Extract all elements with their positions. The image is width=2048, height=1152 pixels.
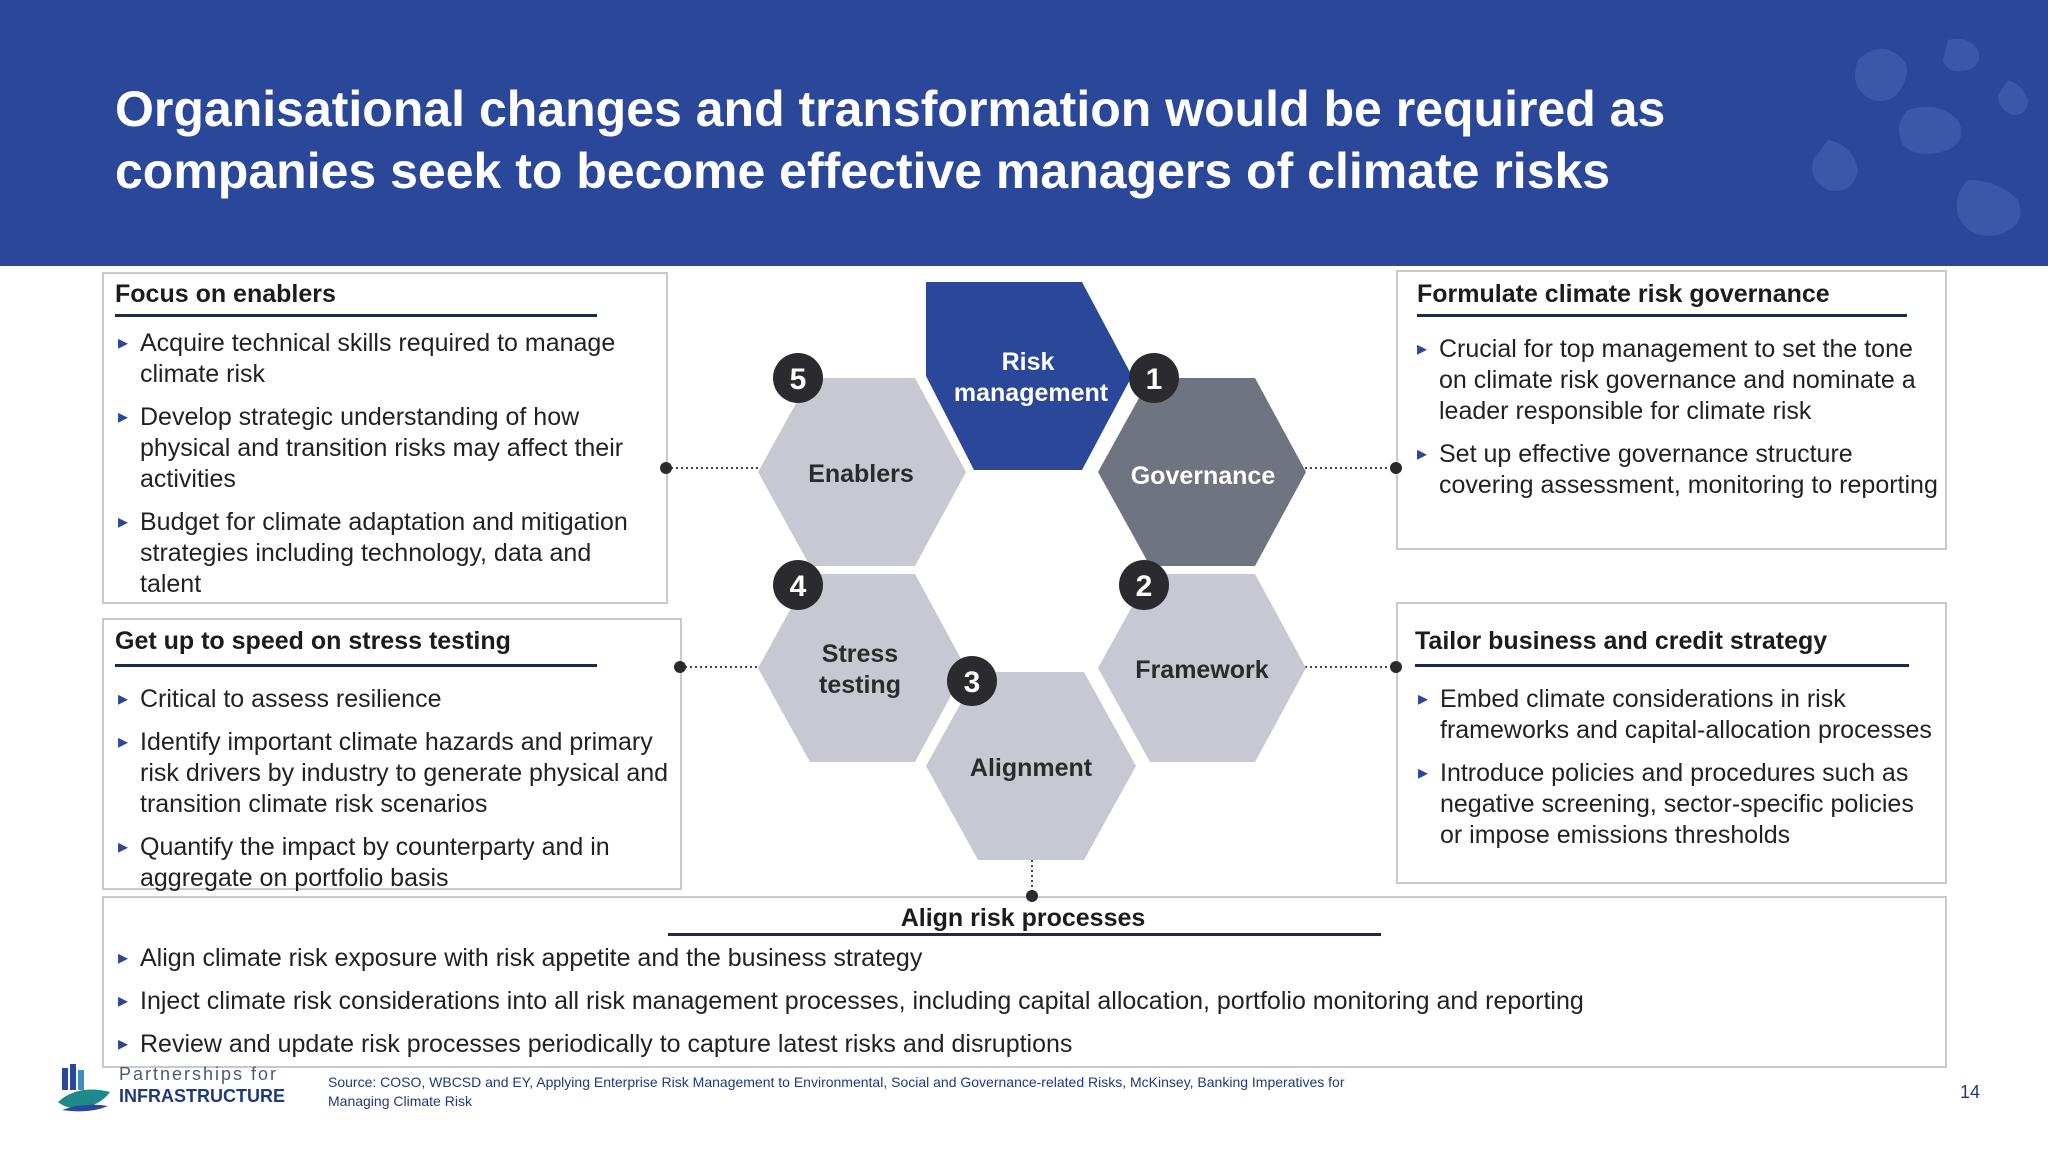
hex-framework xyxy=(1098,574,1306,762)
page-title: Organisational changes and transformatio… xyxy=(115,81,1666,199)
governance-bullet-list: Crucial for top management to set the to… xyxy=(1417,334,1942,513)
hex-risk-label-1: Risk xyxy=(1002,348,1055,376)
stress-box-title: Get up to speed on stress testing xyxy=(115,627,511,655)
align-bullet-list: Align climate risk exposure with risk ap… xyxy=(118,943,1928,1072)
hex-alignment-label: Alignment xyxy=(970,754,1093,782)
list-item: Review and update risk processes periodi… xyxy=(118,1029,1928,1060)
hex-governance-label: Governance xyxy=(1131,462,1276,490)
logo-text-top: Partnerships for xyxy=(119,1064,279,1084)
align-title-rule xyxy=(668,933,1381,936)
badge-3-number: 3 xyxy=(964,666,981,699)
source-note: Source: COSO, WBCSD and EY, Applying Ent… xyxy=(328,1073,1458,1111)
stress-title-rule xyxy=(115,664,597,667)
badge-1 xyxy=(1129,353,1179,403)
badge-1-number: 1 xyxy=(1146,363,1163,396)
strategy-title-rule xyxy=(1415,664,1909,667)
badge-4-number: 4 xyxy=(790,570,807,603)
list-item: Set up effective governance structure co… xyxy=(1417,439,1942,501)
logo-mark-icon xyxy=(58,1064,110,1112)
source-line-2: Managing Climate Risk xyxy=(328,1093,472,1109)
source-line-1: Source: COSO, WBCSD and EY, Applying Ent… xyxy=(328,1074,1345,1090)
partnerships-logo: Partnerships for INFRASTRUCTURE xyxy=(56,1062,285,1118)
badge-5 xyxy=(773,353,823,403)
hex-stress-testing xyxy=(758,574,966,762)
strategy-bullet-list: Embed climate considerations in risk fra… xyxy=(1418,684,1938,863)
connector-dot-enablers xyxy=(660,462,672,474)
badge-2-number: 2 xyxy=(1136,570,1153,603)
page-number: 14 xyxy=(1960,1082,1981,1102)
hex-stress-label-1: Stress xyxy=(822,640,898,668)
hex-stress-label-2: testing xyxy=(819,671,901,699)
list-item: Inject climate risk considerations into … xyxy=(118,986,1928,1017)
list-item: Embed climate considerations in risk fra… xyxy=(1418,684,1938,746)
hex-enablers-label: Enablers xyxy=(808,460,914,488)
connector-dot-strategy xyxy=(1390,661,1402,673)
connector-dot-align xyxy=(1026,890,1038,902)
governance-title-rule xyxy=(1417,314,1907,317)
strategy-box-title: Tailor business and credit strategy xyxy=(1415,627,1828,655)
list-item: Quantify the impact by counterparty and … xyxy=(118,832,678,894)
badge-3 xyxy=(947,656,997,706)
list-item: Crucial for top management to set the to… xyxy=(1417,334,1942,427)
badge-4 xyxy=(773,560,823,610)
badge-5-number: 5 xyxy=(790,363,807,396)
governance-box-title: Formulate climate risk governance xyxy=(1417,280,1830,308)
enablers-bullet-list: Acquire technical skills required to man… xyxy=(118,328,658,612)
list-item: Develop strategic understanding of how p… xyxy=(118,402,658,495)
list-item: Identify important climate hazards and p… xyxy=(118,727,678,820)
header-banner: Organisational changes and transformatio… xyxy=(0,0,2048,266)
list-item: Acquire technical skills required to man… xyxy=(118,328,658,390)
hex-alignment xyxy=(926,672,1136,860)
list-item: Introduce policies and procedures such a… xyxy=(1418,758,1938,851)
align-box-title: Align risk processes xyxy=(900,904,1146,932)
badge-2 xyxy=(1119,560,1169,610)
list-item: Critical to assess resilience xyxy=(118,684,678,715)
connector-dot-stress xyxy=(674,661,686,673)
stress-bullet-list: Critical to assess resilience Identify i… xyxy=(118,684,678,906)
connector-dot-governance xyxy=(1390,462,1402,474)
list-item: Budget for climate adaptation and mitiga… xyxy=(118,507,658,600)
hex-enablers xyxy=(758,378,966,566)
list-item: Align climate risk exposure with risk ap… xyxy=(118,943,1928,974)
hex-risk-management xyxy=(926,282,1132,470)
logo-text-bottom: INFRASTRUCTURE xyxy=(119,1086,285,1106)
hex-risk-label-2: management xyxy=(954,379,1109,407)
hex-governance xyxy=(1098,378,1306,566)
enablers-box-title: Focus on enablers xyxy=(115,280,336,308)
hex-framework-label: Framework xyxy=(1135,656,1268,684)
enablers-title-rule xyxy=(115,314,597,317)
map-decoration-icon xyxy=(1812,38,2028,236)
